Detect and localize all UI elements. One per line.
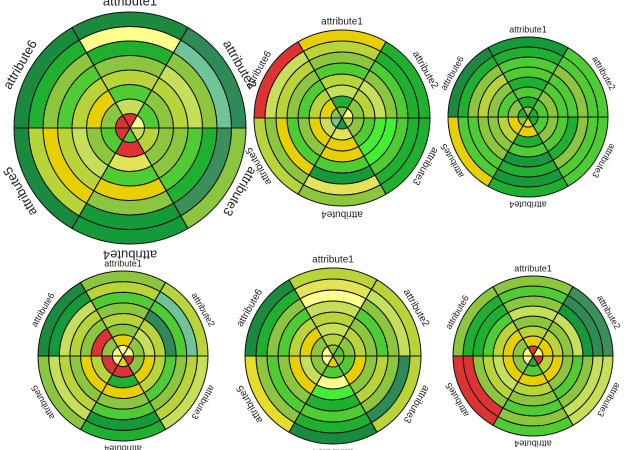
radial-chart-6: attribute1attribute2attribute3attribute4…: [443, 263, 622, 448]
radial-chart-1: attribute1attribute2attribute3attribute4…: [0, 0, 260, 263]
radial-chart-3: attribute1attribute2attribute3attribute4…: [438, 24, 617, 209]
axis-label-attribute1: attribute1: [312, 255, 354, 266]
radial-chart-5: attribute1attribute2attribute3attribute4…: [235, 255, 432, 450]
axis-label-attribute4: attribute4: [514, 439, 552, 449]
axis-label-attribute4: attribute4: [103, 248, 157, 263]
axis-label-attribute1: attribute1: [103, 0, 157, 8]
radial-chart-4: attribute1attribute2attribute3attribute4…: [29, 258, 217, 450]
spoke-line: [71, 27, 189, 229]
axis-label-attribute1: attribute1: [514, 263, 552, 273]
spoke-line: [487, 47, 569, 187]
radial-chart-2: attribute1attribute2attribute3attribute4…: [244, 17, 441, 220]
axis-label-attribute1: attribute1: [321, 17, 363, 28]
axis-label-attribute4: attribute4: [509, 200, 547, 210]
axis-label-attribute4: attribute4: [321, 208, 363, 219]
axis-label-attribute1: attribute1: [104, 258, 142, 268]
axis-label-attribute4: attribute4: [104, 444, 142, 450]
axis-label-attribute4: attribute4: [312, 446, 354, 450]
spoke-line: [492, 286, 574, 426]
spoke-line: [80, 282, 166, 430]
spoke-line: [297, 41, 387, 195]
spoke-line: [288, 279, 378, 433]
axis-label-attribute1: attribute1: [509, 24, 547, 34]
